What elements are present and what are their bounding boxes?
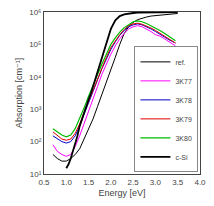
svg-text:2.5: 2.5 xyxy=(128,178,140,187)
svg-text:0.5: 0.5 xyxy=(38,178,50,187)
svg-text:1.5: 1.5 xyxy=(83,178,95,187)
svg-text:10¹: 10¹ xyxy=(30,170,42,179)
svg-text:c-Si: c-Si xyxy=(175,154,188,161)
svg-text:10⁴: 10⁴ xyxy=(29,73,42,82)
svg-text:10³: 10³ xyxy=(30,105,42,114)
svg-text:3K80: 3K80 xyxy=(175,135,191,142)
svg-text:3K77: 3K77 xyxy=(175,78,191,85)
svg-text:3K78: 3K78 xyxy=(175,97,191,104)
svg-text:2.0: 2.0 xyxy=(105,178,117,187)
svg-text:3K79: 3K79 xyxy=(175,116,191,123)
svg-text:Energy [eV]: Energy [eV] xyxy=(98,188,145,198)
svg-text:Absorption [cm⁻¹]: Absorption [cm⁻¹] xyxy=(14,58,24,128)
svg-text:10⁶: 10⁶ xyxy=(29,8,41,17)
svg-text:ref.: ref. xyxy=(175,59,185,66)
svg-text:4.0: 4.0 xyxy=(194,178,206,187)
svg-text:1.0: 1.0 xyxy=(61,178,73,187)
svg-text:3.0: 3.0 xyxy=(150,178,162,187)
svg-text:10⁵: 10⁵ xyxy=(29,40,41,49)
svg-text:3.5: 3.5 xyxy=(172,178,184,187)
svg-text:10²: 10² xyxy=(30,137,42,146)
